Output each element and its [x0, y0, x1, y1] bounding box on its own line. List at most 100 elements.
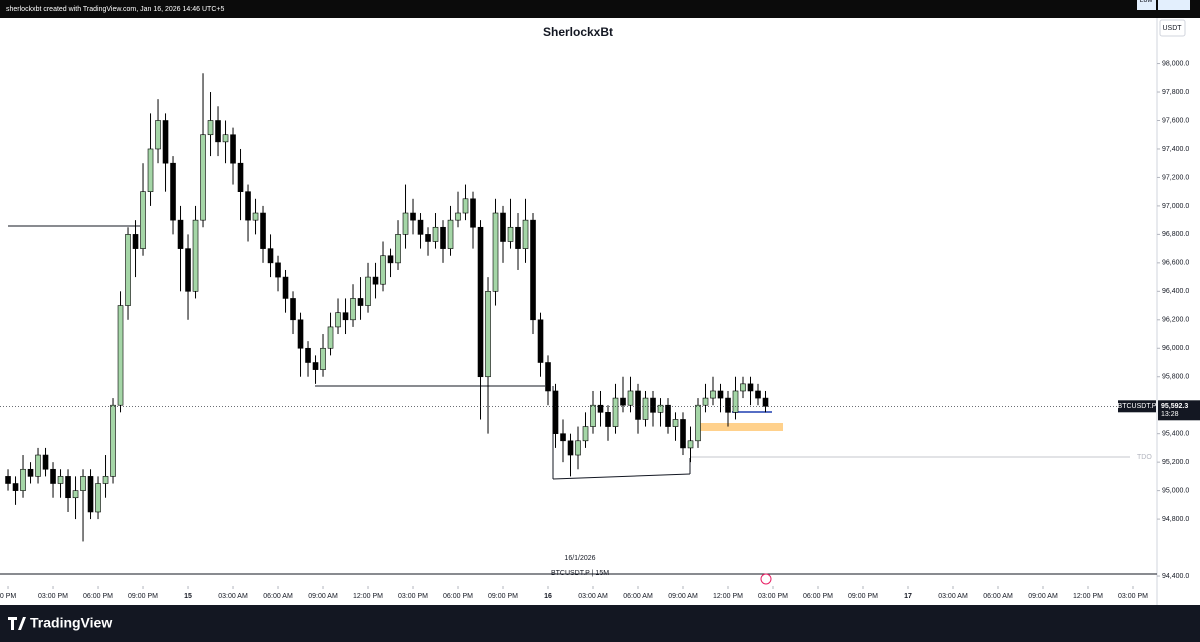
x-tick-label: 09:00 AM: [308, 593, 338, 600]
candle-body: [425, 234, 431, 242]
candle-body: [155, 120, 161, 150]
candle-body: [575, 440, 581, 456]
candle-body: [245, 191, 251, 221]
y-tick-label: 95,000.0: [1162, 487, 1189, 494]
candle-body: [672, 419, 679, 427]
x-tick-label: 15: [184, 593, 192, 600]
y-tick-label: 96,200.0: [1162, 317, 1189, 324]
candle-body: [545, 362, 551, 392]
candle-body: [327, 326, 334, 349]
candle-body: [102, 476, 109, 484]
drawn-level: [552, 473, 691, 480]
candle-body: [297, 319, 304, 349]
candle-body: [27, 468, 34, 477]
candle-body: [350, 298, 356, 321]
candle-body: [42, 454, 49, 470]
candle-body: [492, 212, 499, 292]
y-tick-label: 94,800.0: [1162, 516, 1189, 523]
symbol: BTCUSDT.P: [1118, 403, 1157, 410]
candle-body: [732, 390, 739, 413]
candle-body: [132, 234, 139, 249]
candle-body: [342, 312, 349, 321]
candle-body: [237, 162, 244, 192]
candle-body: [477, 226, 484, 378]
candle-body: [252, 212, 259, 221]
candle-body: [417, 219, 424, 235]
tdo-label: TDO: [1137, 454, 1152, 461]
brand-logo: [8, 617, 26, 630]
candle-body: [185, 248, 191, 292]
candle-body: [357, 298, 364, 306]
x-tick-label: 06:00 AM: [623, 593, 653, 600]
x-tick-label: 03:00 PM: [398, 593, 428, 600]
candle-body: [87, 476, 94, 513]
candle-body: [612, 397, 619, 427]
candle-body: [72, 490, 79, 499]
candle-body: [590, 404, 596, 427]
y-tick-label: 95,800.0: [1162, 374, 1189, 381]
low-tag: [1158, 0, 1190, 10]
y-tick-label: 96,600.0: [1162, 260, 1189, 267]
x-tick-label: 03:00 PM: [1118, 593, 1148, 600]
candle-body: [290, 298, 296, 321]
x-tick-label: 09:00 AM: [1028, 593, 1058, 600]
y-tick-label: 97,800.0: [1162, 89, 1189, 96]
top-bar: [0, 0, 1200, 18]
candle-body: [620, 397, 626, 406]
credit: sherlockxbt created with TradingView.com…: [6, 6, 224, 13]
low-title: Low: [1140, 0, 1154, 4]
candle-body: [635, 390, 641, 420]
candle-body: [117, 305, 124, 406]
candle-body: [20, 468, 26, 491]
x-tick-label: 17: [904, 593, 912, 600]
event-icon[interactable]: [760, 573, 772, 585]
candle-body: [335, 312, 341, 328]
candle-body: [597, 404, 604, 413]
x-tick-label: 09:00 AM: [668, 593, 698, 600]
candle-body: [387, 255, 394, 264]
candle-body: [762, 397, 769, 407]
chart-area: [0, 18, 1200, 605]
candle-body: [192, 219, 199, 292]
bottom-bar: [0, 605, 1200, 642]
x-tick-label: 06:00 PM: [803, 593, 833, 600]
candle-body: [605, 412, 611, 427]
zone: [697, 423, 783, 431]
candle-body: [485, 291, 491, 378]
currency-box: [1159, 19, 1186, 37]
x-tick-label: 06:00 PM: [83, 593, 113, 600]
candle-body: [380, 255, 386, 285]
candle-body: [162, 120, 169, 164]
currency: USDT: [1162, 25, 1182, 32]
x-tick-label: 12:00 PM: [713, 593, 743, 600]
candle-body: [50, 468, 56, 484]
candle-body: [552, 390, 559, 434]
y-tick-label: 97,000.0: [1162, 203, 1189, 210]
candle-body: [312, 362, 319, 370]
candle-body: [680, 419, 686, 449]
chart-title: SherlockxBt: [543, 25, 613, 39]
candle-body: [110, 404, 116, 477]
candles: [5, 73, 769, 542]
candle-body: [657, 404, 664, 413]
candle-body: [432, 226, 439, 242]
y-tick-label: 98,000.0: [1162, 60, 1189, 67]
candle-body: [582, 426, 589, 442]
candle-body: [200, 134, 206, 221]
x-tick-label: 0 PM: [0, 593, 16, 600]
candle-body: [410, 212, 416, 221]
candle-body: [627, 390, 634, 406]
x-tick-label: 03:00 AM: [578, 593, 608, 600]
candle-body: [372, 276, 379, 285]
candle-body: [305, 347, 311, 363]
y-tick-label: 96,800.0: [1162, 231, 1189, 238]
y-tick-label: 94,400.0: [1162, 573, 1189, 580]
candle-body: [665, 404, 671, 427]
candle-body: [95, 483, 101, 513]
x-tick-label: 09:00 PM: [128, 593, 158, 600]
y-tick-label: 95,200.0: [1162, 459, 1189, 466]
candle-body: [650, 397, 656, 413]
candle-body: [560, 433, 566, 442]
candle-body: [755, 390, 761, 399]
date-label: 16/1/2026: [564, 555, 595, 562]
